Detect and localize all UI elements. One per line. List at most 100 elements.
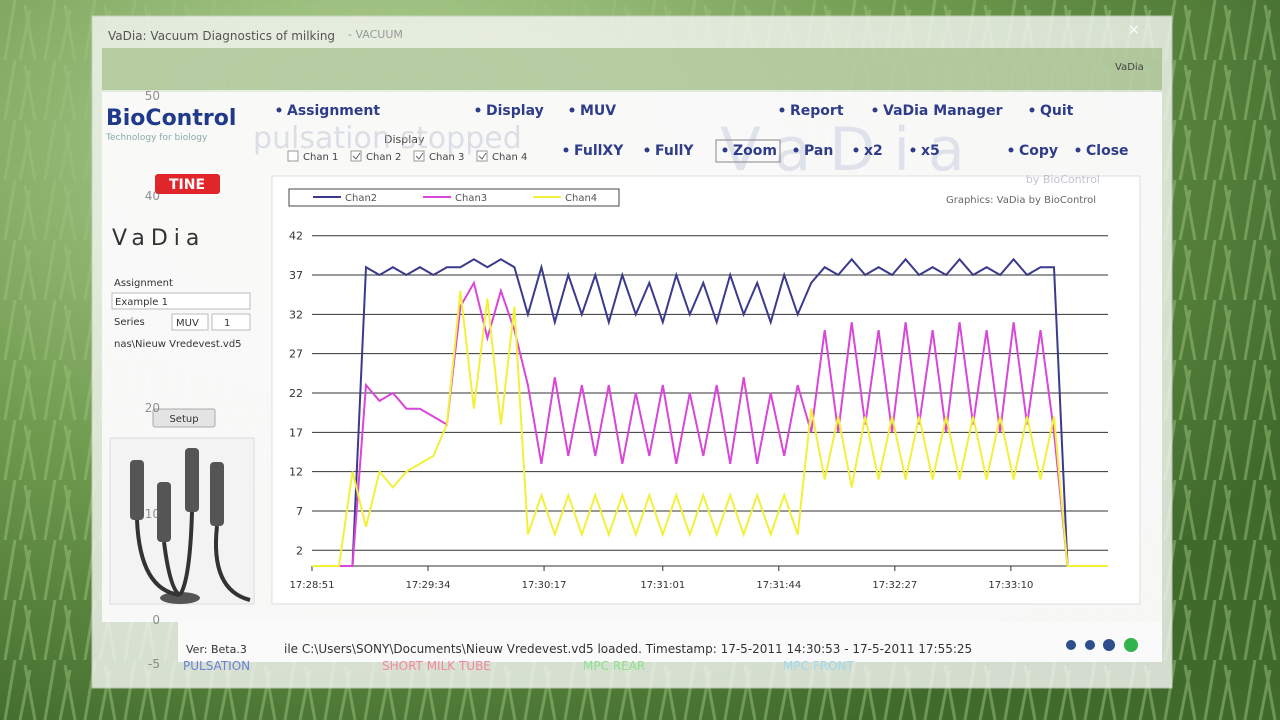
menu-bullet [872, 107, 878, 113]
toolbar-bullet [853, 147, 859, 153]
toolbar-active [715, 139, 781, 163]
assignment-select[interactable] [111, 292, 251, 310]
overlay-label: PULSATION [183, 659, 250, 673]
partner-logo [155, 174, 220, 194]
channel-label: Chan 3 [429, 152, 464, 163]
partner: TINE [169, 177, 205, 193]
toolbar-item[interactable]: Copy [1019, 143, 1058, 159]
header-band [102, 48, 1162, 90]
menu-bullet [779, 107, 785, 113]
milking-cluster [130, 448, 251, 604]
status-dots [1066, 638, 1138, 652]
x-tick-label: 17:28:51 [290, 580, 335, 591]
series-label: Series [114, 317, 145, 328]
menu-item[interactable]: Quit [1040, 103, 1074, 119]
overlay-tick: -5 [148, 657, 160, 671]
menu-item[interactable]: VaDia Manager [883, 103, 1003, 119]
channel-checkbox[interactable] [413, 150, 425, 162]
menu-bullet [569, 107, 575, 113]
channel-label: Chan 1 [303, 152, 338, 163]
tagline: Technology for biology [105, 133, 208, 143]
toolbar-item[interactable]: Pan [804, 143, 833, 159]
product-logo: VaDia [112, 226, 205, 251]
toolbar-bullet [793, 147, 799, 153]
y-tick-label: 7 [296, 505, 303, 518]
y-tick-label: 17 [289, 426, 303, 439]
credit: Graphics: VaDia by BioControl [946, 195, 1096, 206]
check [478, 152, 487, 160]
series-type-box[interactable] [171, 313, 209, 331]
overlay-tick: 20 [145, 401, 160, 415]
menu-item[interactable]: Assignment [287, 103, 380, 119]
toolbar-bullet [563, 147, 569, 153]
menu-bullet [276, 107, 282, 113]
toolbar-bullet [722, 147, 728, 153]
corner-label: VaDia [1115, 62, 1144, 73]
version: Ver: Beta.3 [186, 643, 247, 656]
y-tick-label: 32 [289, 308, 303, 321]
overlay-tick: 50 [145, 89, 160, 103]
toolbar-item[interactable]: FullXY [574, 143, 624, 159]
legend [288, 188, 620, 207]
setup-label: Setup [169, 414, 198, 425]
toolbar-item[interactable]: x2 [864, 143, 883, 159]
series-line [312, 257, 1108, 567]
y-tick-label: 27 [289, 348, 303, 361]
chart-panel [271, 175, 1141, 605]
x-tick-label: 17:33:10 [988, 580, 1033, 591]
overlay-label: MPC FRONT [783, 659, 854, 673]
x-tick-label: 17:31:01 [640, 580, 685, 591]
toolbar-item[interactable]: Close [1086, 143, 1129, 159]
series-number-box[interactable] [211, 313, 251, 331]
file-name: nas\Nieuw Vredevest.vd5 [114, 339, 242, 350]
legend-label: Chan4 [565, 193, 597, 204]
menu-bullet [475, 107, 481, 113]
setup-button[interactable] [152, 408, 216, 428]
overlay-tick: 10 [145, 507, 160, 521]
menu-item[interactable]: Report [790, 103, 844, 119]
x-tick-label: 17:29:34 [406, 580, 451, 591]
overlay-label: MPC REAR [583, 659, 645, 673]
window-title: VaDia: Vacuum Diagnostics of milking [108, 29, 335, 43]
series-line [312, 290, 1108, 567]
series-line [312, 280, 1108, 567]
y-tick-label: 2 [296, 544, 303, 557]
series-type: MUV [176, 318, 199, 329]
menu-bullet [1029, 107, 1035, 113]
watermark-sub: by BioControl [1026, 173, 1100, 186]
toolbar-item[interactable]: Zoom [733, 143, 777, 159]
brand: BioControl [106, 106, 236, 131]
menu-item[interactable]: MUV [580, 103, 616, 119]
assignment-value: Example 1 [115, 297, 168, 308]
assignment-label: Assignment [114, 278, 173, 289]
channel-checkbox[interactable] [350, 150, 362, 162]
watermark: VaDia [720, 115, 983, 185]
status-bar [178, 622, 1162, 662]
legend-label: Chan3 [455, 193, 487, 204]
y-tick-label: 12 [289, 466, 303, 479]
toolbar-bullet [1008, 147, 1014, 153]
toolbar-item[interactable]: x5 [921, 143, 940, 159]
toolbar-bullet [644, 147, 650, 153]
x-tick-label: 17:32:27 [872, 580, 917, 591]
y-tick-label: 42 [289, 230, 303, 243]
y-tick-label: 37 [289, 269, 303, 282]
overlay-caption: pulsation stopped [253, 121, 522, 156]
y-tick-label: 22 [289, 387, 303, 400]
series-number: 1 [224, 318, 230, 329]
overlay-tick: 40 [145, 189, 160, 203]
legend-label: Chan2 [345, 193, 377, 204]
channel-checkbox[interactable] [287, 150, 299, 162]
toolbar-item[interactable]: FullY [655, 143, 694, 159]
overlay-tick: 0 [152, 613, 160, 627]
x-tick-label: 17:30:17 [522, 580, 567, 591]
toolbar-bullet [910, 147, 916, 153]
channel-checkbox[interactable] [476, 150, 488, 162]
status-message: ile C:\Users\SONY\Documents\Nieuw Vredev… [284, 642, 972, 656]
channel-label: Chan 2 [366, 152, 401, 163]
close-button[interactable]: × [1128, 22, 1140, 38]
check [415, 152, 424, 160]
window-subtitle: - VACUUM [348, 28, 403, 41]
menu-item[interactable]: Display [486, 103, 544, 119]
